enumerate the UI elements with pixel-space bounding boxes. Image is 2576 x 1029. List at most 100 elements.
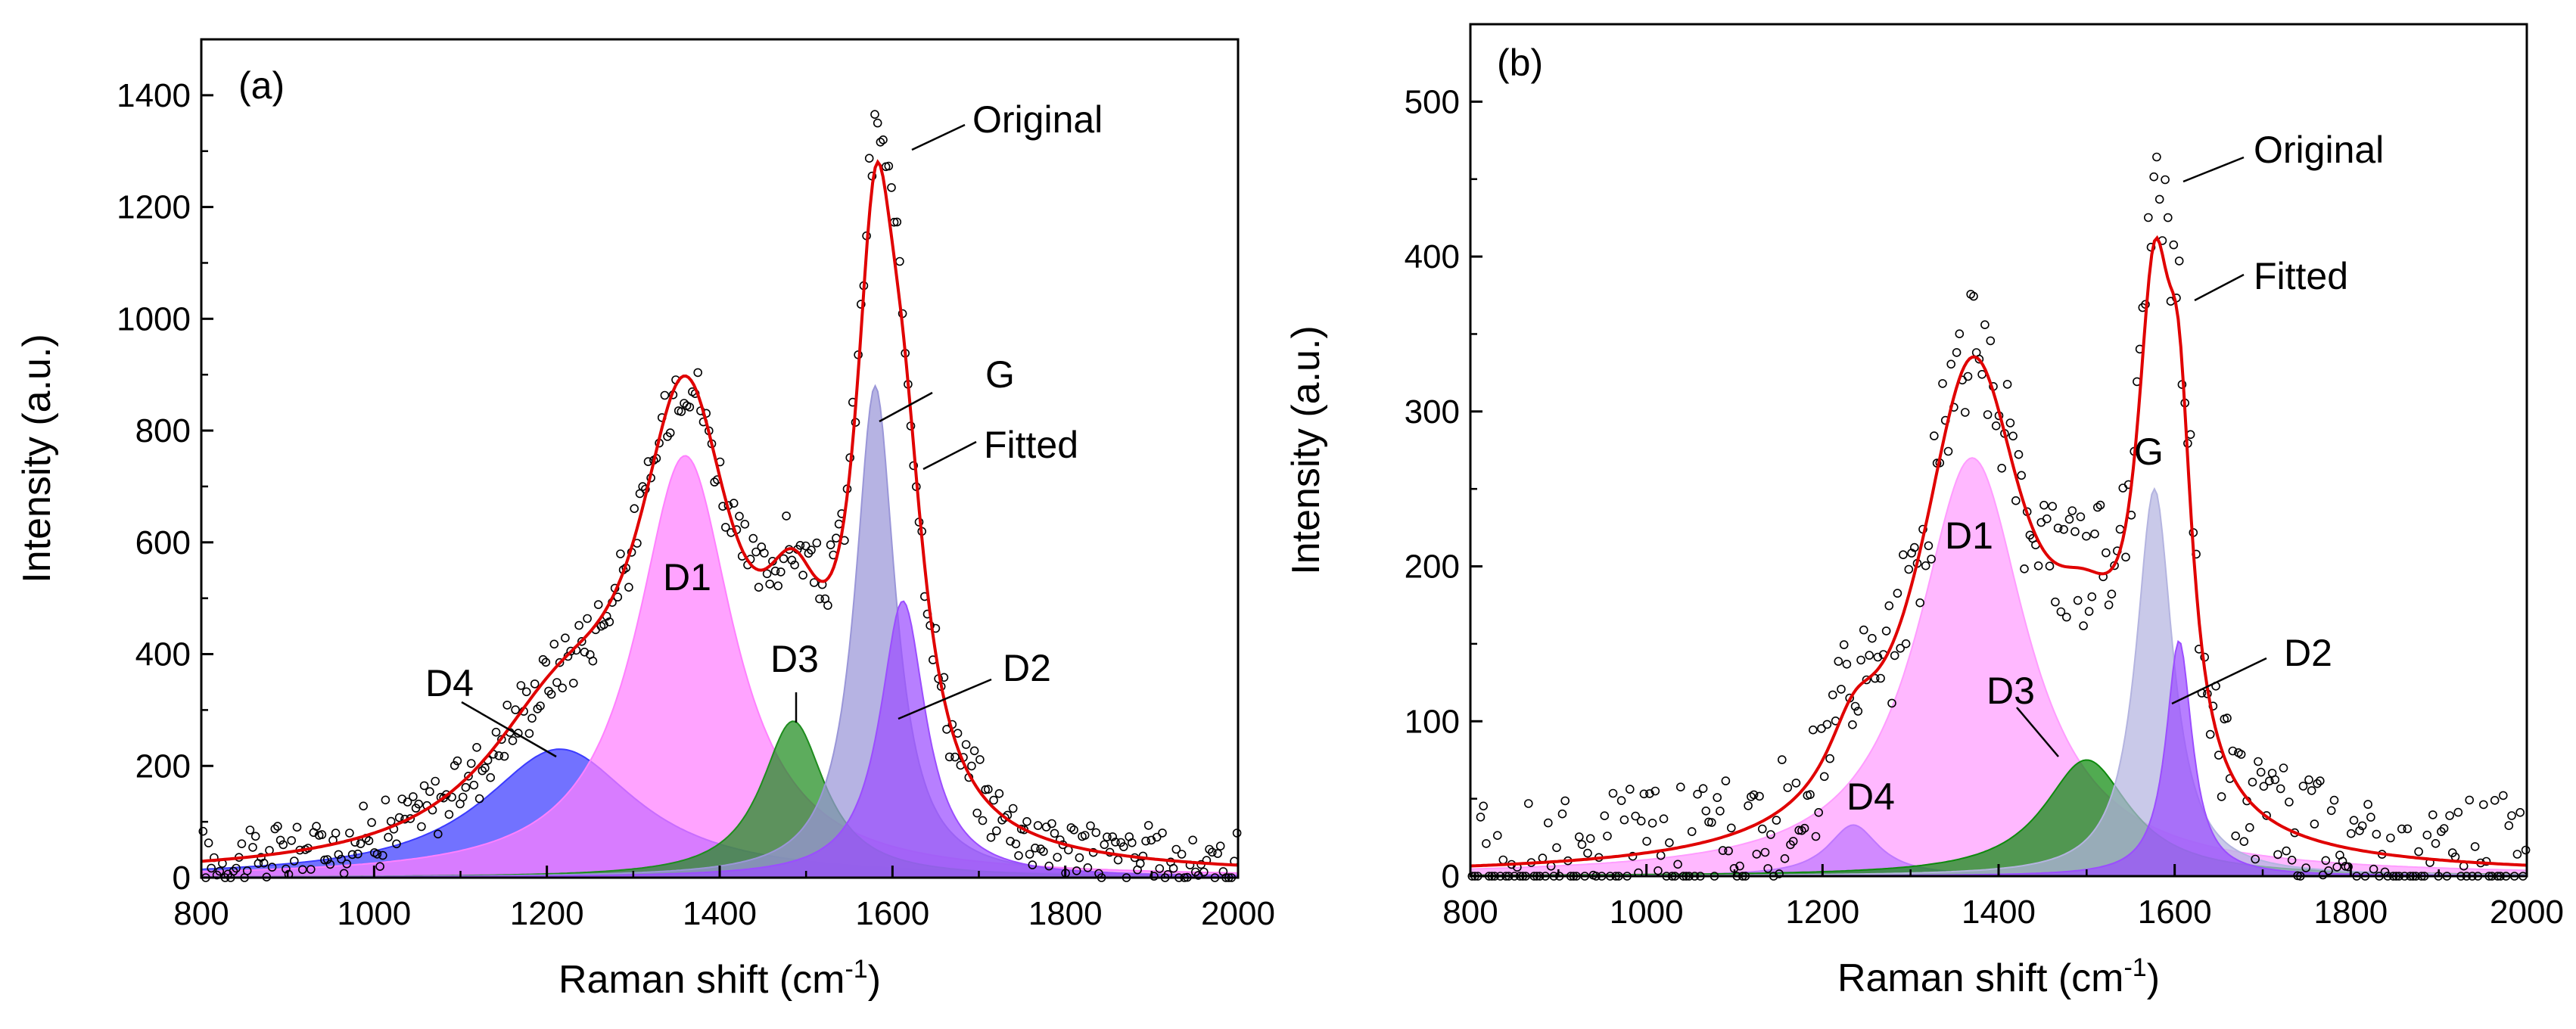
- panel-b-x-axis-label-end: ): [2147, 956, 2160, 1000]
- original-data-point: [1986, 336, 1996, 346]
- original-data-point: [1974, 354, 1984, 364]
- original-data-point: [414, 799, 424, 809]
- original-data-point: [2282, 846, 2291, 856]
- original-data-point: [1075, 853, 1084, 863]
- original-data-point: [2002, 380, 2012, 389]
- x-tick-label: 1400: [1962, 894, 2036, 931]
- original-data-point: [1997, 463, 2006, 473]
- original-data-point: [322, 855, 332, 864]
- original-data-point: [1899, 550, 1908, 560]
- original-data-point: [1479, 801, 1488, 811]
- original-data-point: [2515, 808, 2525, 817]
- original-data-point: [2366, 813, 2375, 822]
- original-data-point: [1047, 819, 1056, 828]
- panel-b-fitted-label: Fitted: [2254, 255, 2348, 297]
- original-data-point: [1713, 793, 1722, 802]
- original-data-point: [1577, 840, 1587, 849]
- original-data-point: [1915, 598, 1924, 608]
- original-data-point: [394, 813, 404, 822]
- original-data-point: [2507, 811, 2516, 820]
- original-data-point: [2285, 797, 2294, 807]
- original-data-point: [508, 736, 518, 745]
- original-data-point: [1171, 844, 1181, 854]
- panel-b-d1-label: D1: [1945, 514, 1993, 557]
- original-data-point: [1215, 841, 1225, 850]
- original-data-point: [2298, 782, 2308, 791]
- original-data-point: [312, 822, 321, 831]
- original-data-point: [2324, 866, 2333, 875]
- original-data-point: [1659, 814, 1669, 823]
- original-data-point: [2104, 600, 2114, 610]
- original-data-point: [1136, 859, 1145, 869]
- original-data-point: [2070, 527, 2080, 536]
- original-data-point: [574, 620, 583, 630]
- original-data-point: [2276, 784, 2285, 794]
- original-data-point: [1749, 790, 1759, 800]
- original-data-point: [2273, 850, 2282, 860]
- original-data-point: [1766, 830, 1775, 839]
- original-data-point: [2256, 767, 2266, 777]
- original-data-point: [751, 547, 761, 557]
- original-data-point: [1208, 847, 1217, 857]
- panel-a-fitted-leader: [922, 440, 977, 471]
- original-data-point: [2053, 524, 2063, 533]
- original-data-point: [392, 839, 401, 849]
- panel-b-original-label: Original: [2254, 129, 2384, 171]
- x-tick-label: 1000: [337, 895, 411, 932]
- original-data-point: [1050, 828, 1059, 838]
- original-data-point: [1639, 789, 1649, 799]
- panel-b-d2-leader: [2171, 657, 2267, 705]
- original-data-point: [1811, 832, 1821, 841]
- original-data-point: [546, 689, 556, 699]
- original-data-point: [384, 832, 393, 842]
- original-data-point: [2020, 564, 2029, 574]
- panel-b-ticks: 800 1000 1200 1400 1600 1800 2000 0 100 200 300 400…: [1405, 83, 2564, 931]
- original-data-point: [1557, 809, 1567, 819]
- original-data-point: [337, 854, 346, 864]
- original-data-point: [486, 773, 496, 782]
- original-data-point: [1963, 371, 1973, 381]
- original-data-point: [464, 772, 473, 781]
- original-data-point: [1560, 796, 1570, 806]
- original-data-point: [870, 110, 879, 119]
- panel-b-fitted-line: [1470, 235, 2528, 868]
- original-data-point: [787, 555, 797, 565]
- original-data-point: [494, 751, 504, 760]
- original-data-point: [2169, 240, 2179, 250]
- x-tick-label: 800: [1442, 894, 1498, 931]
- original-data-point: [2318, 870, 2328, 880]
- original-data-point: [2067, 506, 2077, 515]
- original-data-point: [378, 850, 387, 860]
- original-data-point: [270, 824, 280, 834]
- original-data-point: [1848, 720, 1857, 729]
- original-data-point: [782, 511, 791, 521]
- original-data-point: [2076, 512, 2086, 521]
- original-data-point: [1952, 348, 1962, 357]
- original-data-point: [359, 801, 369, 811]
- original-data-point: [1616, 796, 1626, 805]
- original-data-point: [2079, 621, 2088, 630]
- original-data-point: [2164, 213, 2173, 222]
- original-data-point: [1755, 791, 1764, 801]
- original-data-point: [1608, 788, 1618, 798]
- y-tick-label: 300: [1405, 393, 1460, 431]
- original-data-point: [409, 792, 418, 801]
- x-tick-label: 800: [173, 895, 229, 932]
- original-data-point: [1698, 784, 1708, 793]
- original-data-point: [2251, 854, 2260, 864]
- original-data-point: [259, 858, 269, 868]
- original-data-point: [2465, 795, 2474, 805]
- original-data-point: [2397, 824, 2406, 834]
- original-data-point: [1890, 651, 1899, 661]
- original-data-point: [2152, 152, 2161, 162]
- original-data-point: [1930, 431, 1939, 440]
- original-data-point: [2332, 863, 2341, 872]
- original-data-point: [2254, 757, 2263, 766]
- panel-a-annotations: Original Fitted G D1 D2 D3 D4: [425, 98, 1103, 758]
- original-data-point: [2118, 483, 2128, 493]
- original-data-point: [2048, 502, 2057, 511]
- original-data-point: [273, 822, 282, 831]
- original-data-point: [533, 704, 543, 713]
- original-data-point: [2439, 824, 2449, 833]
- original-data-point: [345, 828, 354, 838]
